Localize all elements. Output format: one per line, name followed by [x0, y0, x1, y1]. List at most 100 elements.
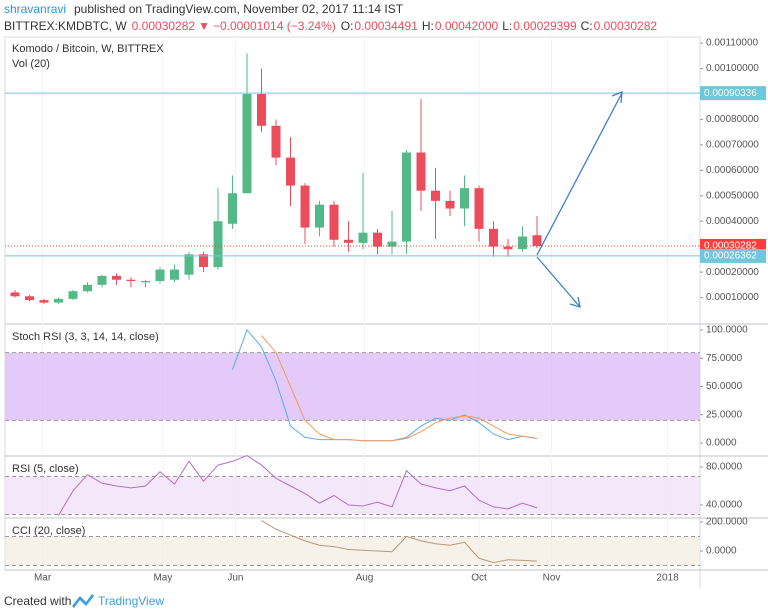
candle-body [358, 232, 368, 243]
candle-body [10, 292, 20, 297]
y-tick-label: 0.00010000 [706, 292, 759, 303]
symbol: BITTREX:KMDBTC, W [4, 19, 127, 33]
y-tick-label: 80.0000 [706, 462, 743, 473]
candle-body [68, 291, 78, 299]
last-price: 0.00030282 [132, 19, 196, 33]
candle-body [431, 190, 441, 201]
author[interactable]: shravanravi [4, 2, 66, 16]
indicator-line [261, 520, 538, 564]
ohlc-key: O: [341, 19, 354, 33]
band-fill [5, 536, 700, 566]
candle-body [503, 246, 513, 250]
ohlc-key: L: [502, 19, 512, 33]
candle-body [489, 228, 499, 247]
candle-body [329, 204, 339, 240]
projection-arrows [536, 91, 623, 308]
ohlc-key: H: [422, 19, 434, 33]
indicator-line [261, 335, 538, 442]
candle-body [518, 236, 528, 250]
price-label-box [700, 86, 766, 101]
pane-title: Komodo / Bitcoin, W, BITTREX [12, 43, 164, 55]
pane-title: Stoch RSI (3, 3, 14, 14, close) [12, 331, 159, 343]
change: −0.00001014 (−3.24%) [213, 19, 336, 33]
candle-body [242, 93, 252, 194]
ohlc-key: C: [581, 19, 593, 33]
footer-created: Created with [4, 594, 71, 608]
y-tick-label: 40.0000 [706, 500, 743, 511]
brand-logo [72, 594, 94, 608]
x-tick-label: 2018 [656, 573, 679, 584]
ohlc-value: 0.00034491 [354, 19, 418, 33]
indicator-line [58, 455, 538, 516]
candle-body [532, 235, 542, 246]
arrow-up [536, 92, 623, 256]
ohlc-value: 0.00042000 [435, 19, 499, 33]
candle-body [445, 200, 455, 209]
candle-body [155, 269, 165, 282]
arrow-head [611, 91, 623, 104]
pane-title: RSI (5, close) [12, 463, 79, 475]
candle-body [416, 152, 426, 191]
x-tick-label: Jun [227, 573, 243, 584]
chart-subtitle: Vol (20) [12, 58, 50, 70]
candle-body [286, 157, 296, 186]
published: published on TradingView.com, November 0… [74, 2, 404, 16]
y-tick-label: 0.00100000 [706, 63, 759, 74]
chart-layer: Mar May Jun Aug Oct Nov 2018 0.00110000 0.001000… [5, 37, 766, 584]
candle-body [25, 296, 35, 301]
candle-body [213, 221, 223, 268]
symbol-row: BITTREX:KMDBTC, W 0.00030282 ▼ −0.00001014 … [4, 19, 657, 33]
candle-body [141, 281, 151, 283]
candle-body [460, 188, 470, 209]
logo-icon [72, 594, 94, 608]
candle-body [402, 152, 412, 242]
candle-body [373, 232, 383, 247]
y-tick-label: 0.00020000 [706, 267, 759, 278]
band-fill [5, 476, 700, 515]
y-tick-label: 0.00110000 [706, 38, 759, 49]
candle-body [257, 93, 267, 126]
y-tick-label: 0.00050000 [706, 190, 759, 201]
y-tick-label: 0.0000 [706, 546, 737, 557]
y-tick-label: 0.00040000 [706, 216, 759, 227]
x-tick-label: Aug [356, 573, 374, 584]
y-tick-label: 75.0000 [706, 353, 743, 364]
pane-title: CCI (20, close) [12, 525, 85, 537]
candle-body [39, 300, 49, 303]
ohlc-value: 0.00029399 [513, 19, 577, 33]
arrow-down [536, 256, 581, 308]
change-arrow: ▼ [198, 19, 210, 33]
y-tick-label: 0.0000 [706, 438, 737, 449]
y-tick-label: 0.00070000 [706, 140, 759, 151]
candle-body [271, 125, 281, 158]
price-label: 0.00090336 [704, 88, 757, 99]
x-tick-label: Oct [471, 573, 487, 584]
footer-brand[interactable]: TradingView [98, 594, 164, 608]
candle-body [112, 275, 122, 280]
price-label-box [700, 248, 766, 263]
y-tick-label: 0.00060000 [706, 165, 759, 176]
arrow-head [569, 296, 581, 308]
price-label: 0.00026362 [704, 251, 757, 262]
candle-body [184, 254, 194, 275]
y-tick-label: 50.0000 [706, 381, 743, 392]
y-tick-label: 0.00080000 [706, 114, 759, 125]
x-tick-label: Mar [34, 573, 52, 584]
candle-body [315, 204, 325, 228]
x-tick-label: Nov [543, 573, 561, 584]
x-tick-label: May [153, 573, 172, 584]
candle-body [228, 193, 238, 224]
candle-body [474, 188, 484, 229]
candle-body [126, 279, 136, 282]
ohlc-value: 0.00030282 [594, 19, 658, 33]
candle-body [344, 239, 354, 243]
candle-body [97, 275, 107, 285]
candle-body [170, 269, 180, 280]
candle-body [387, 241, 397, 247]
candle-body [54, 298, 64, 303]
y-tick-label: 25.0000 [706, 409, 743, 420]
candle-body [300, 185, 310, 228]
price-label: 0.00030282 [704, 241, 757, 252]
